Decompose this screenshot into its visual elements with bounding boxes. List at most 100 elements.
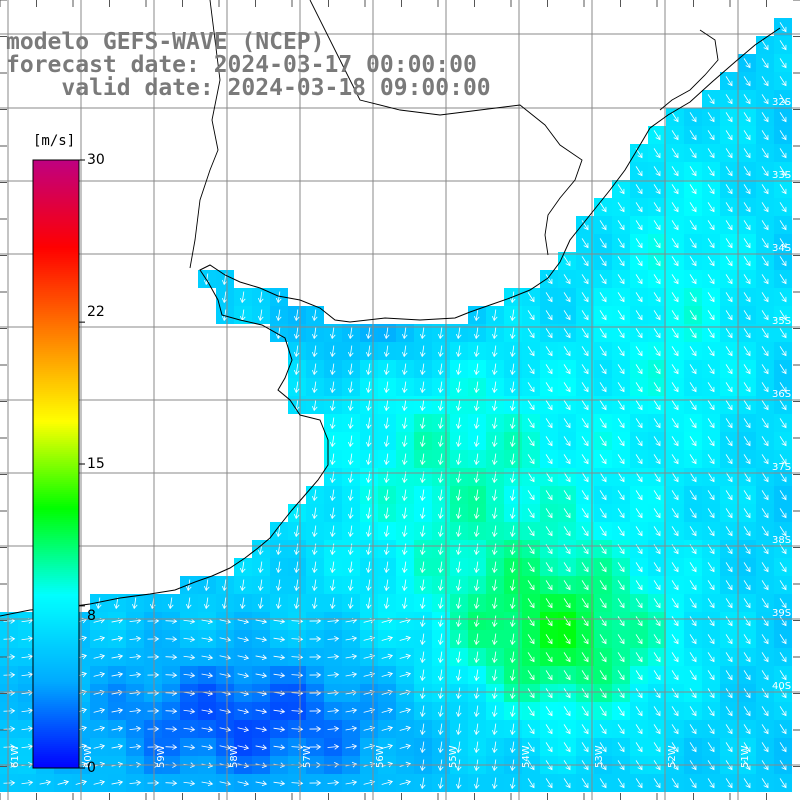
colorbar-band	[33, 490, 79, 493]
wind-arrow	[399, 653, 412, 660]
wind-arrow	[707, 598, 715, 609]
wind-arrow	[257, 597, 264, 610]
colorbar-band	[33, 408, 79, 411]
wind-arrow	[707, 526, 715, 537]
wind-arrow	[419, 723, 426, 736]
colorbar-band	[33, 394, 79, 397]
wind-arrow	[707, 724, 715, 735]
wind-arrow	[347, 327, 354, 340]
wind-arrow	[545, 292, 553, 303]
wind-arrow	[743, 382, 751, 393]
wind-arrow	[419, 615, 426, 628]
wind-arrow	[599, 310, 607, 321]
colorbar-band	[33, 334, 79, 337]
wind-arrow	[257, 291, 264, 304]
wind-arrow	[545, 580, 553, 591]
wind-arrow	[653, 562, 661, 573]
wind-arrow	[473, 381, 480, 394]
country-border	[309, 0, 583, 256]
wind-arrow	[581, 436, 589, 447]
wind-arrow	[147, 744, 160, 750]
wind-arrow	[275, 543, 282, 556]
wind-arrow	[725, 382, 733, 393]
wind-arrow	[437, 633, 444, 646]
wind-arrow	[365, 399, 372, 412]
wind-arrow	[111, 707, 124, 714]
wind-arrow	[743, 652, 751, 663]
wind-arrow	[761, 670, 769, 681]
wind-arrow	[237, 654, 250, 661]
wind-arrow	[635, 778, 643, 789]
wind-arrow	[761, 382, 769, 393]
wind-arrow	[689, 238, 697, 249]
wind-arrow	[491, 363, 498, 376]
wind-arrow	[725, 112, 733, 123]
wind-arrow	[365, 507, 372, 520]
wind-arrow	[725, 472, 733, 483]
wind-arrow	[419, 507, 426, 520]
wind-arrow	[365, 579, 372, 592]
wind-arrow	[383, 381, 390, 394]
colorbar-band	[33, 418, 79, 421]
wind-arrow	[563, 472, 571, 483]
wind-arrow	[635, 364, 643, 375]
wind-arrow	[581, 508, 589, 519]
wind-arrow	[347, 507, 354, 520]
wind-arrow	[383, 597, 390, 610]
colorbar-band	[33, 176, 79, 179]
wind-arrow	[527, 598, 535, 609]
colorbar-band	[33, 714, 79, 717]
wind-arrow	[563, 580, 571, 591]
colorbar-band	[33, 518, 79, 521]
wind-arrow	[635, 418, 643, 429]
wind-arrow	[599, 220, 607, 231]
wind-arrow	[419, 561, 426, 574]
wind-arrow	[707, 220, 715, 231]
wind-arrow	[689, 508, 697, 519]
colorbar-band	[33, 448, 79, 451]
wind-arrow	[129, 707, 142, 714]
wind-arrow	[491, 777, 498, 790]
colorbar-band	[33, 402, 79, 405]
model-title: modelo GEFS-WAVE (NCEP)	[6, 29, 325, 55]
wind-arrow	[761, 778, 769, 789]
wind-arrow	[221, 597, 228, 610]
wind-arrow	[707, 562, 715, 573]
wind-arrow	[743, 490, 751, 501]
wind-arrow	[113, 597, 120, 610]
wind-arrow	[743, 400, 751, 411]
colorbar-band	[33, 558, 79, 561]
wind-arrow	[671, 238, 679, 249]
colorbar-band	[33, 606, 79, 609]
wind-arrow	[779, 400, 787, 411]
wind-arrow	[381, 743, 394, 750]
wind-arrow	[311, 381, 318, 394]
wind-arrow	[725, 562, 733, 573]
wind-arrow	[743, 364, 751, 375]
wind-arrow	[707, 328, 715, 339]
colorbar-band	[33, 280, 79, 283]
wind-arrow	[725, 724, 733, 735]
wind-arrow	[707, 742, 715, 753]
wind-arrow	[311, 597, 318, 610]
wind-arrow	[21, 671, 34, 678]
colorbar-band	[33, 520, 79, 523]
wind-arrow	[599, 616, 607, 627]
wind-arrow	[491, 507, 498, 520]
colorbar-band	[33, 240, 79, 243]
colorbar-band	[33, 200, 79, 203]
wind-arrow	[3, 672, 16, 678]
wind-arrow	[761, 742, 769, 753]
wind-arrow	[345, 653, 358, 660]
colorbar-band	[33, 170, 79, 173]
wind-arrow	[635, 580, 643, 591]
wind-arrow	[419, 417, 426, 430]
colorbar-band	[33, 474, 79, 477]
wind-arrow	[455, 381, 462, 394]
colorbar-band	[33, 720, 79, 723]
colorbar-band	[33, 434, 79, 437]
wind-arrow	[309, 636, 322, 642]
wind-arrow	[671, 310, 679, 321]
wind-arrow	[455, 453, 462, 466]
wind-arrow	[689, 256, 697, 267]
